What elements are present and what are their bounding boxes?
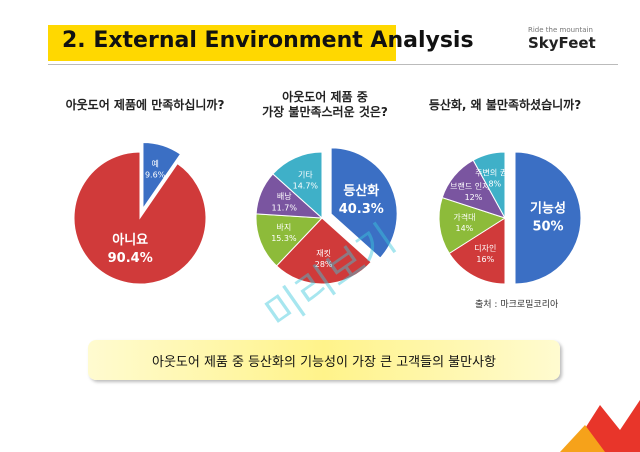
pie-slice [330, 147, 398, 259]
brand-tagline: Ride the mountain [528, 26, 593, 34]
chart-title: 아웃도어 제품 중 가장 불만족스러운 것은? [262, 90, 388, 119]
chart-title: 아웃도어 제품에 만족하십니까? [65, 98, 225, 112]
slice-label: 재킷 [316, 248, 331, 258]
source: 출처 : 마크로밀코리아 [475, 300, 559, 310]
slice-label: 기타 [298, 171, 313, 180]
chart-title: 등산화, 왜 불만족하셨습니까? [428, 98, 582, 112]
value-label: 8% [488, 179, 501, 188]
pie-slice [448, 217, 506, 285]
value-label: 90.4% [108, 251, 153, 266]
slide-title: 2. External Environment Analysis [62, 28, 474, 53]
pie-slice [472, 151, 506, 219]
value-label: 12% [465, 193, 483, 202]
deco-shape [560, 425, 605, 452]
value-label: 50% [532, 220, 563, 235]
pie-slice [73, 151, 207, 285]
slice-label: 주변의 권유 [475, 167, 514, 177]
slice-label: 배낭 [277, 191, 292, 201]
divider [48, 64, 618, 65]
slice-label: 예 [151, 158, 158, 168]
value-label: 40.3% [339, 202, 384, 217]
conclusion-box [88, 340, 560, 380]
brand: SkyFeet [528, 34, 596, 52]
slice-label: 기능성 [530, 201, 566, 216]
pie-slice [438, 196, 507, 255]
pie-slice [142, 141, 182, 211]
value-label: 28% [315, 260, 333, 269]
pie-slice [255, 213, 324, 267]
value-label: 9.6% [145, 170, 166, 179]
pie-slice [275, 217, 372, 285]
conclusion: 아웃도어 제품 중 등산화의 기능성이 가장 큰 고객들의 불만사항 [151, 355, 497, 370]
slice-label: 브랜드 인지도 [450, 181, 497, 191]
corner-deco [560, 400, 640, 452]
slice-label: 등산화 [343, 183, 379, 199]
pie-slice [514, 151, 582, 285]
title-bar [48, 25, 396, 61]
slice-label: 아니요 [112, 232, 148, 248]
value-label: 14% [456, 224, 474, 233]
value-label: 14.7% [293, 182, 319, 191]
value-label: 15.3% [271, 234, 297, 243]
value-label: 16% [476, 255, 494, 264]
pie-slice [272, 151, 323, 220]
value-label: 11.7% [272, 203, 298, 212]
slice-label: 디자인 [474, 243, 496, 253]
slice-label: 바지 [277, 222, 292, 232]
slice-label: 가격대 [453, 212, 475, 222]
